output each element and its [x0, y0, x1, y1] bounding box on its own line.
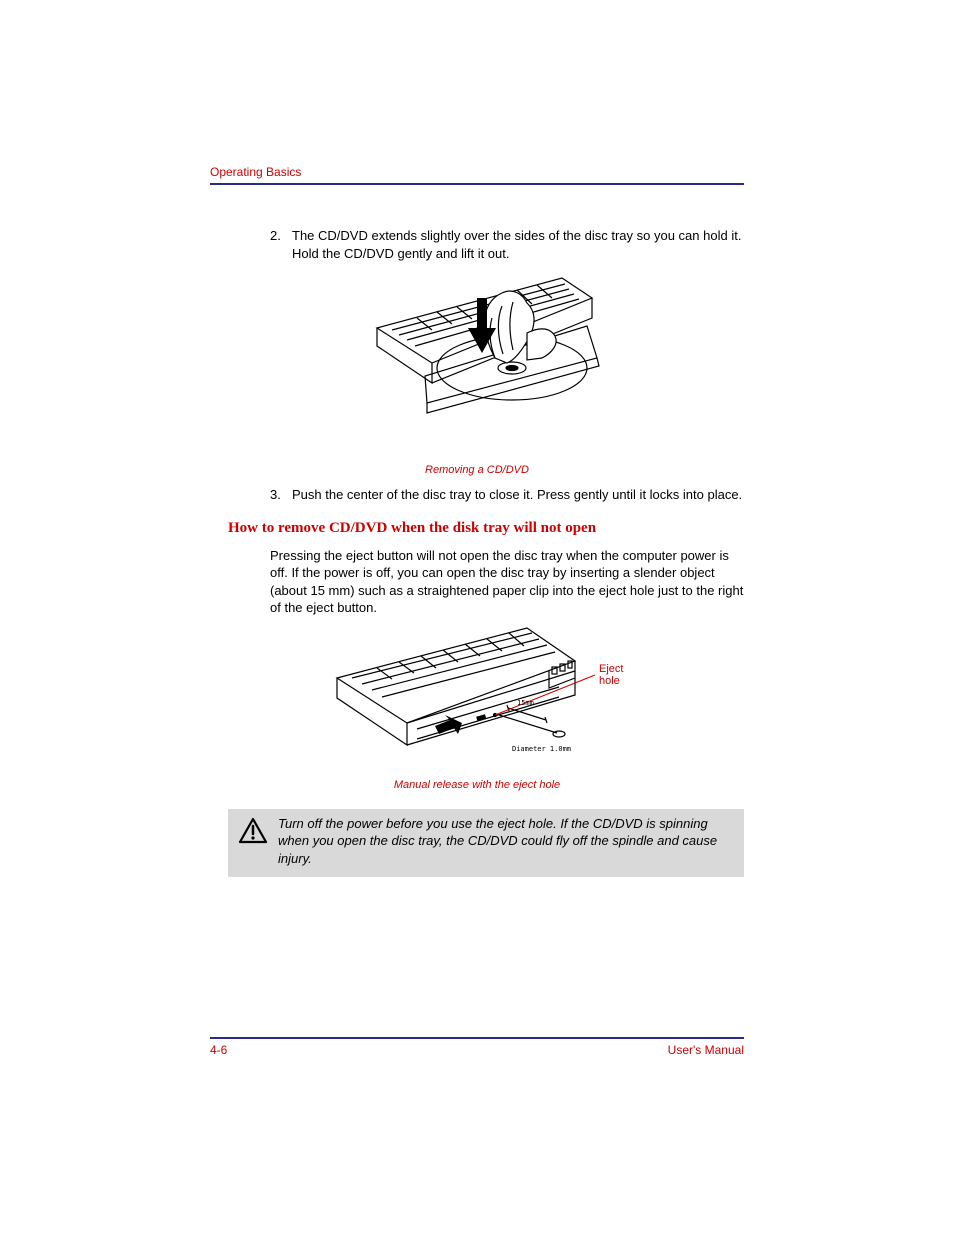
length-label: 15mm: [517, 699, 534, 707]
step-text: Push the center of the disc tray to clos…: [292, 486, 744, 504]
step-number: 3.: [270, 486, 292, 504]
manual-label: User's Manual: [668, 1043, 744, 1057]
step-3: 3. Push the center of the disc tray to c…: [270, 486, 744, 504]
page-number: 4-6: [210, 1043, 227, 1057]
eject-hole-callout: Eject hole: [599, 663, 627, 687]
step-text: The CD/DVD extends slightly over the sid…: [292, 227, 744, 262]
removing-cd-illustration: [337, 268, 617, 453]
step-number: 2.: [270, 227, 292, 262]
chapter-title: Operating Basics: [210, 165, 744, 179]
warning-icon: [228, 815, 278, 845]
section-paragraph: Pressing the eject button will not open …: [270, 547, 744, 617]
warning-box: Turn off the power before you use the ej…: [228, 809, 744, 878]
figure-eject-hole: 15mm Diameter 1.0mm Eject hole Manual re…: [327, 623, 627, 791]
figure2-caption: Manual release with the eject hole: [327, 779, 627, 791]
step-2: 2. The CD/DVD extends slightly over the …: [270, 227, 744, 262]
warning-text: Turn off the power before you use the ej…: [278, 815, 734, 868]
header-divider: [210, 183, 744, 185]
footer-divider: [210, 1037, 744, 1039]
page-footer: 4-6 User's Manual: [210, 1037, 744, 1057]
section-heading: How to remove CD/DVD when the disk tray …: [228, 520, 744, 537]
figure-removing-cd: Removing a CD/DVD: [210, 268, 744, 476]
diameter-label: Diameter 1.0mm: [512, 745, 571, 753]
eject-hole-illustration: 15mm Diameter 1.0mm: [327, 623, 627, 768]
figure1-caption: Removing a CD/DVD: [210, 464, 744, 476]
